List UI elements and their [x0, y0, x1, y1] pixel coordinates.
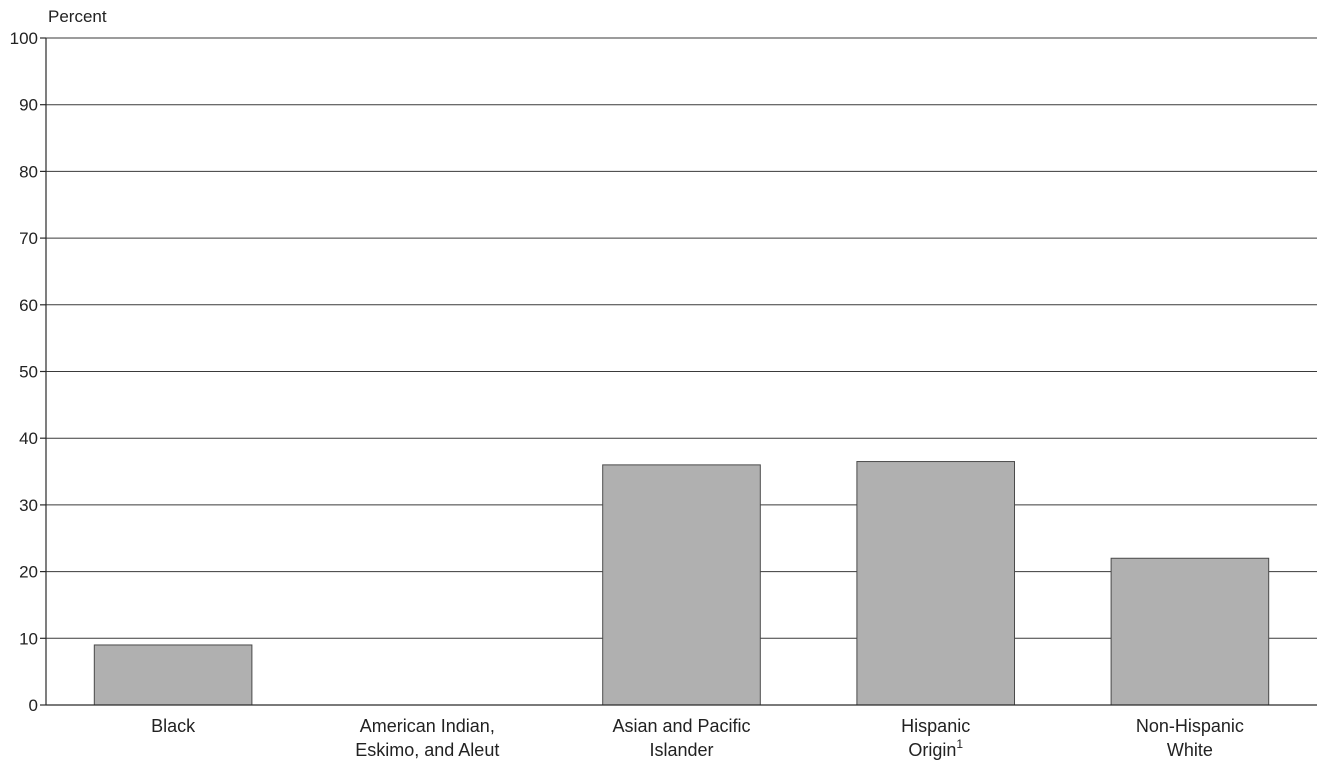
x-category-label: Eskimo, and Aleut [355, 740, 499, 760]
y-tick-label: 60 [19, 296, 38, 315]
y-tick-label: 100 [10, 29, 38, 48]
y-tick-label: 30 [19, 496, 38, 515]
bar [1110, 557, 1270, 706]
gridlines [46, 37, 1317, 639]
bars [93, 461, 1270, 706]
x-category-label: Hispanic [901, 716, 970, 736]
y-tick-label: 80 [19, 162, 38, 181]
footnote-marker: 1 [956, 737, 963, 751]
labels: Percent 0 10 20 30 40 50 60 70 80 90 100 Black Americ… [10, 7, 1244, 760]
y-axis-label: Percent [48, 7, 107, 26]
bar [93, 644, 253, 706]
y-tick-label: 90 [19, 96, 38, 115]
y-tick-label: 0 [29, 696, 38, 715]
x-category-label: White [1167, 740, 1213, 760]
y-tick-label: 10 [19, 629, 38, 648]
y-tick-label: 70 [19, 229, 38, 248]
x-category-label: Asian and Pacific [612, 716, 750, 736]
bar [602, 464, 761, 706]
y-tick-label: 20 [19, 563, 38, 582]
x-category-label: Black [151, 716, 196, 736]
y-tick-label: 50 [19, 363, 38, 382]
y-tick-label: 40 [19, 429, 38, 448]
x-category-label: Islander [649, 740, 713, 760]
x-category-label: Origin1 [908, 737, 963, 760]
bar [856, 461, 1016, 706]
axes [40, 37, 1317, 706]
x-category-label: American Indian, [360, 716, 495, 736]
x-category-label: Non-Hispanic [1136, 716, 1244, 736]
